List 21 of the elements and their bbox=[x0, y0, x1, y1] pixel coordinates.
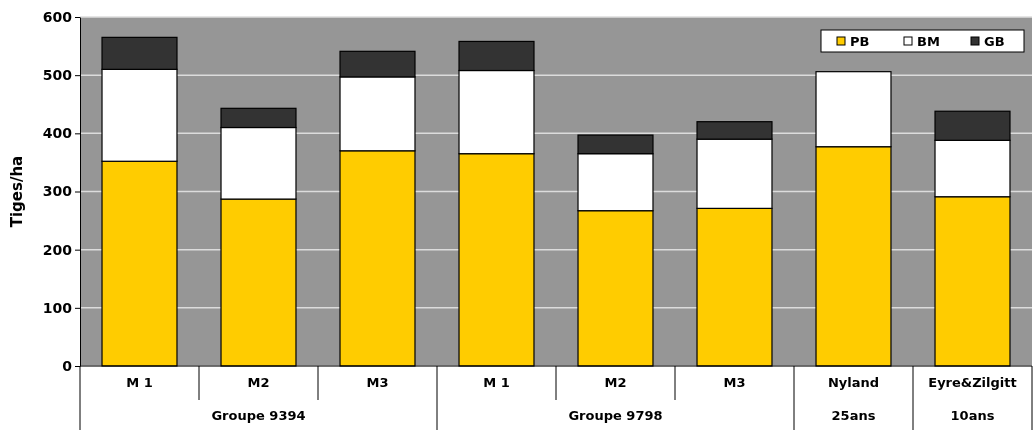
legend-label: PB bbox=[850, 34, 870, 49]
text: Groupe 9394 bbox=[211, 408, 306, 423]
y-tick-label: 300 bbox=[42, 183, 73, 200]
y-tick-label: 100 bbox=[42, 299, 73, 316]
x-tick-label: M3 bbox=[723, 375, 746, 390]
x-tick-label: M2 bbox=[604, 375, 627, 390]
x-tick-label: M2 bbox=[247, 375, 270, 390]
y-tick-label: 400 bbox=[42, 125, 73, 142]
x-tick-label: M3 bbox=[366, 375, 389, 390]
text: Groupe 9798 bbox=[568, 408, 663, 423]
y-axis-title: Tiges/ha bbox=[8, 155, 26, 228]
category-label: Eyre&Zilgitt 10ans bbox=[928, 375, 1017, 423]
y-tick-label: 200 bbox=[42, 241, 73, 258]
legend-label: BM bbox=[917, 34, 940, 49]
y-tick-label: 600 bbox=[42, 8, 73, 25]
x-tick-label: M 1 bbox=[483, 375, 510, 390]
x-tick-label: M 1 bbox=[126, 375, 153, 390]
y-tick-label: 0 bbox=[62, 357, 73, 374]
y-tick-label: 500 bbox=[42, 67, 73, 84]
legend-label: GB bbox=[984, 34, 1005, 49]
category-label: Nyland 25ans bbox=[827, 375, 880, 423]
